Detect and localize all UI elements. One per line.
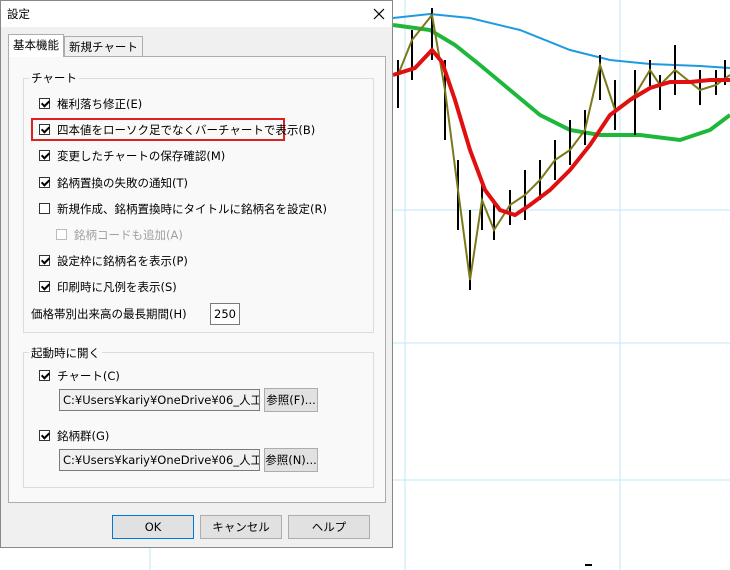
window-title: 設定 [7,7,30,21]
moving-average [392,46,730,218]
checkbox-label: 銘柄コードも追加(A) [74,228,183,242]
checkbox-label: 四本値をローソク足でなくバーチャートで表示(B) [57,123,316,138]
highlight-box [31,118,285,141]
title-bar: 設定 [1,1,392,27]
startup-group [23,352,374,488]
dialog: 設定 チャート 価格帯別出来高の最長期間(H) 250 起動時に開く 権利落ち修… [0,0,393,548]
path-field: C:¥Users¥kariy¥OneDrive¥06_人工知能 [59,449,260,471]
checkbox-label: 銘柄群(G) [57,429,110,443]
tab[interactable]: 基本機能 [8,34,64,57]
checkbox-label: 印刷時に凡例を表示(S) [57,280,177,295]
dialog-button[interactable]: OK [112,515,194,539]
browse-button[interactable]: 参照(N)... [264,448,318,472]
checkbox[interactable] [39,370,50,381]
checkbox-label: 設定枠に銘柄名を表示(P) [57,254,188,269]
checkbox[interactable] [39,150,50,162]
checkbox[interactable] [39,255,50,267]
close-button[interactable] [373,8,385,20]
tab[interactable]: 新規チャート [64,36,143,56]
checkbox-label: チャート(C) [57,369,120,383]
checkbox-label: 新規作成、銘柄置換時にタイトルに銘柄名を設定(R) [57,201,327,216]
close-line [397,12,730,281]
checkbox[interactable] [39,202,50,214]
moving-average [392,12,730,69]
checkbox[interactable] [39,430,50,441]
field-label: 価格帯別出来高の最長期間(H) [31,307,187,321]
path-field: C:¥Users¥kariy¥OneDrive¥06_人工知能 [59,389,260,411]
checkbox[interactable] [39,98,50,109]
checkbox[interactable] [39,281,50,293]
group-title: チャート [29,70,79,86]
checkbox-label: 変更したチャートの保存確認(M) [57,149,226,164]
checkbox[interactable] [39,124,50,136]
tab-panel: チャート 価格帯別出来高の最長期間(H) 250 起動時に開く 権利落ち修正(E… [8,56,386,503]
checkbox [56,229,67,240]
dialog-button[interactable]: ヘルプ [288,515,370,539]
checkbox-label: 銘柄置換の失敗の通知(T) [57,175,188,190]
moving-average [392,23,730,143]
text-input[interactable]: 250 [210,303,240,325]
dialog-button[interactable]: キャンセル [200,515,282,539]
price-bars [397,8,726,566]
browse-button[interactable]: 参照(F)... [264,388,318,412]
checkbox[interactable] [39,176,50,188]
checkbox-label: 権利落ち修正(E) [57,97,143,111]
chart-group [23,78,374,333]
group-title: 起動時に開く [29,345,102,361]
